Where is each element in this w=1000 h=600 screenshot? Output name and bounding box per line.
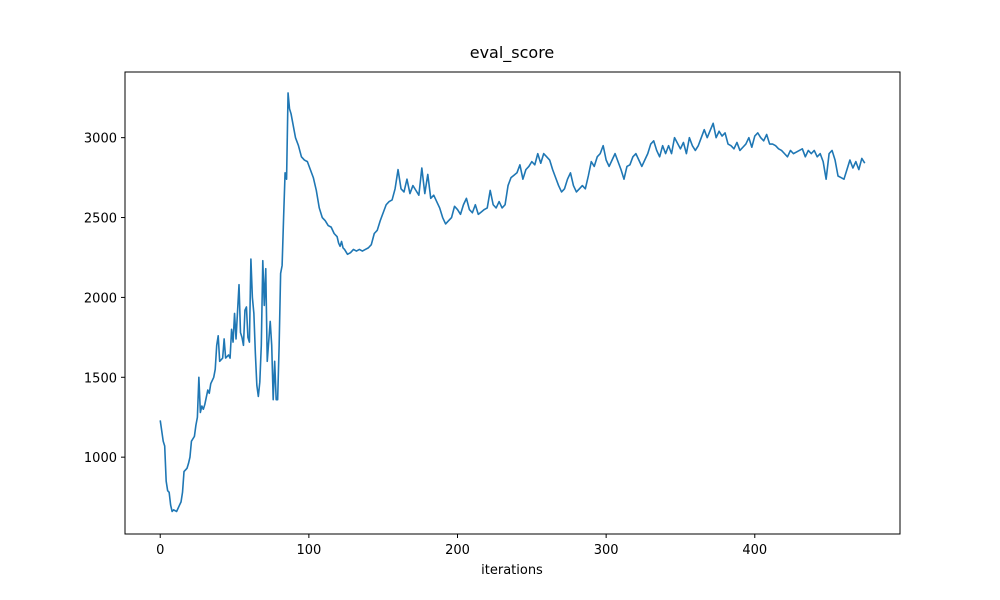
line-series <box>159 92 866 513</box>
x-tick-label: 400 <box>742 543 767 558</box>
plot-frame <box>124 71 901 535</box>
y-tick-label: 2500 <box>84 212 117 227</box>
x-tick-label: 200 <box>445 543 470 558</box>
x-tick-label: 100 <box>296 543 321 558</box>
y-tick-label: 1500 <box>84 371 117 386</box>
x-tick-label: 300 <box>594 543 619 558</box>
y-tick-label: 2000 <box>84 291 117 306</box>
x-tick-label: 0 <box>156 543 164 558</box>
chart-title: eval_score <box>470 43 555 63</box>
x-axis-label: iterations <box>481 563 543 578</box>
y-tick-label: 3000 <box>84 132 117 147</box>
y-tick-label: 1000 <box>84 451 117 466</box>
